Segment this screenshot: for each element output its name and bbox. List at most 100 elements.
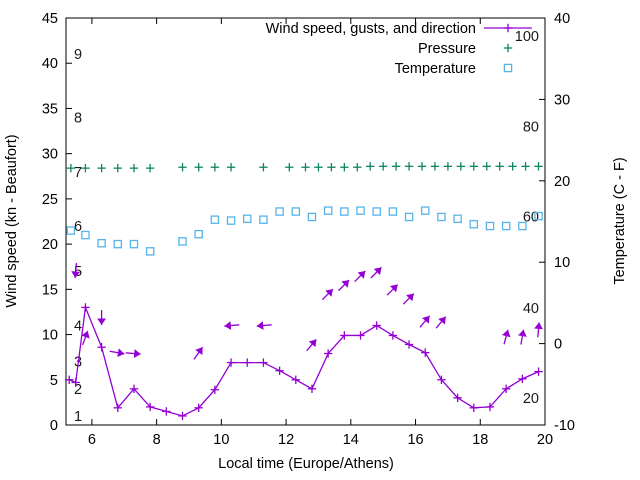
temperature-point [113,239,123,249]
x-tick-label: 6 [88,432,96,448]
y-axis-right-ticks: -10 0 10 20 30 40 [539,11,575,434]
beaufort-label: 8 [74,110,82,126]
temperature-point [194,229,203,239]
beaufort-label: 9 [74,47,82,63]
y2-tick-label: 30 [554,92,570,108]
temperature-point [291,207,301,216]
y-tick-label: 20 [42,237,58,253]
temperature-point [81,230,90,240]
x-axis-title: Local time (Europe/Athens) [218,456,394,472]
wind-arrow-head [256,321,264,330]
temperature-point [518,221,527,231]
wind-arrow-head [224,321,232,330]
temperature-point [242,214,252,224]
beaufort-label: 7 [74,165,82,181]
wind-arrow-head [71,271,81,278]
plot-border [65,17,546,426]
x-axis-ticks: 6 8 10 12 14 16 18 20 [88,18,553,448]
y-tick-label: 5 [50,373,58,389]
y2-tick-label: 40 [554,11,570,27]
temperature-point [129,239,139,249]
y2-tick-label: 0 [554,337,562,353]
temperature-point [275,207,284,216]
y-tick-label: 35 [42,101,58,117]
legend-label: Wind speed, gusts, and direction [266,21,476,37]
wind-arrow-head [117,348,125,358]
y-tick-label: 15 [42,282,58,298]
temperature-point [210,215,220,224]
y2-tick-label: 10 [554,255,570,271]
temperature-point [453,214,462,224]
temperature-point [356,206,365,215]
temperature-point [469,219,479,229]
x-tick-label: 16 [407,432,423,448]
temperature-point [501,221,511,231]
wind-arrow-head [308,339,317,348]
temperature-point [226,216,236,225]
temperature-point [485,221,495,231]
temperature-point [323,206,333,215]
wind-arrow-head [357,270,366,279]
temperature-point [97,238,106,248]
wind-arrow-head [341,280,350,288]
fahrenheit-label: 100 [515,29,539,45]
beaufort-label: 6 [74,219,82,235]
series-wind-direction [71,262,543,360]
y2-tick-label: -10 [554,418,575,434]
x-tick-label: 20 [537,432,553,448]
x-tick-label: 18 [472,432,488,448]
series-temperature [66,206,543,256]
wind-arrow-head [422,315,430,324]
y-axis-left-title: Wind speed (kn - Beaufort) [4,134,20,307]
y-tick-label: 45 [42,11,58,27]
x-tick-label: 10 [213,432,229,448]
temperature-point [340,207,349,216]
temperature-point [145,247,155,256]
wind-arrow-head [501,329,511,338]
wind-arrow-head [97,318,107,326]
fahrenheit-label: 40 [523,301,539,317]
wind-arrow-head [195,347,203,355]
temperature-point [307,212,317,222]
fahrenheit-label: 20 [523,391,539,407]
y-tick-label: 40 [42,56,58,72]
beaufort-label: 2 [74,382,82,398]
temperature-point [66,226,76,235]
wind-arrow-head [373,267,382,276]
wind-arrow-head [534,322,543,330]
wind-arrow-head [325,289,333,297]
wind-arrow-head [81,330,90,339]
temperature-point [534,211,543,221]
y-axis-left-ticks: 0 5 10 15 20 25 30 35 40 45 [42,11,72,434]
temperature-point [420,206,430,215]
temperature-point [372,207,381,216]
fahrenheit-label: 80 [523,119,539,135]
x-tick-label: 14 [343,432,359,448]
series-pressure [66,162,543,173]
wind-arrow-head [133,349,141,358]
wind-arrow-head [406,293,414,302]
legend-label: Temperature [395,61,476,77]
temperature-point [404,212,414,222]
legend-label: Pressure [418,41,476,57]
chart-legend: Wind speed, gusts, and direction Pressure… [266,21,532,77]
wind-arrow-head [389,284,398,293]
y-tick-label: 0 [50,418,58,434]
y-axis-right-title: Temperature (C - F) [612,157,628,284]
y-tick-label: 30 [42,147,58,163]
legend-sample-square [503,63,513,73]
y-tick-label: 10 [42,328,58,344]
temperature-point [388,207,398,216]
temperature-point [178,237,187,246]
y2-tick-label: 20 [554,174,570,190]
beaufort-label: 4 [74,319,82,335]
y-tick-label: 25 [42,192,58,208]
plot-frame [65,17,546,426]
x-tick-label: 12 [278,432,294,448]
x-tick-label: 8 [153,432,161,448]
wind-arrow-head [438,316,446,325]
